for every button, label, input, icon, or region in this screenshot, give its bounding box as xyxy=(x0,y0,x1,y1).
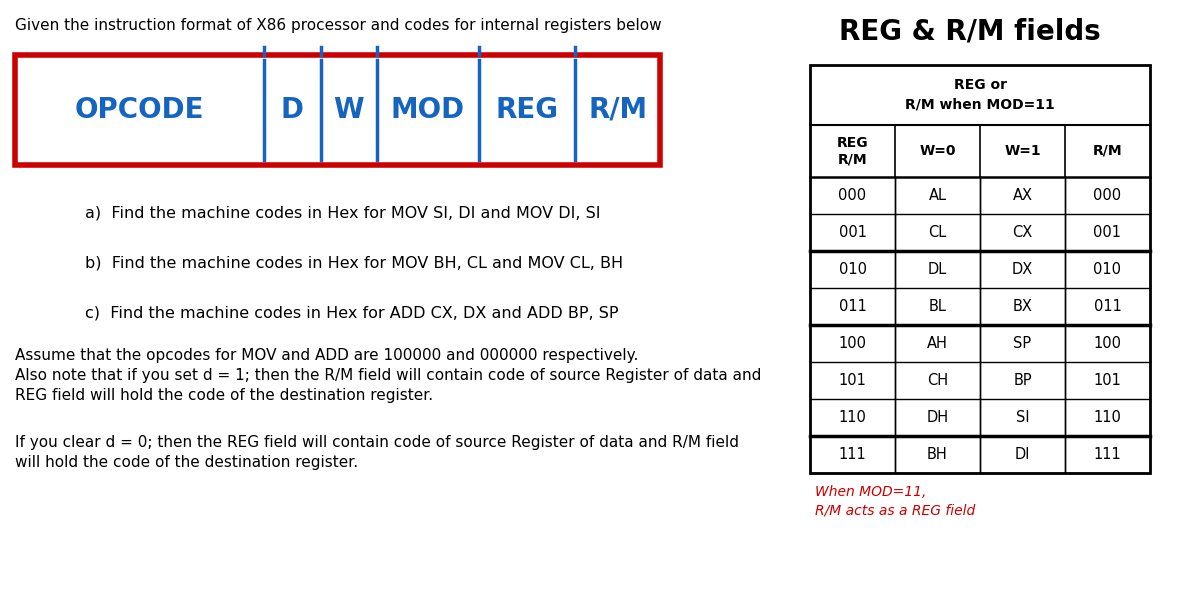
Text: BL: BL xyxy=(929,299,947,314)
Text: If you clear d = 0; then the REG field will contain code of source Register of d: If you clear d = 0; then the REG field w… xyxy=(14,435,739,450)
Text: Also note that if you set d = 1; then the R/M field will contain code of source : Also note that if you set d = 1; then th… xyxy=(14,368,761,383)
Text: 101: 101 xyxy=(1093,373,1122,388)
Text: AX: AX xyxy=(1013,188,1032,203)
Text: SP: SP xyxy=(1014,336,1032,351)
Text: 111: 111 xyxy=(839,447,866,462)
Text: MOD: MOD xyxy=(391,96,466,124)
Text: SI: SI xyxy=(1015,410,1030,425)
Text: REG & R/M fields: REG & R/M fields xyxy=(839,18,1100,46)
Text: W=1: W=1 xyxy=(1004,144,1040,158)
Text: 001: 001 xyxy=(839,225,866,240)
Text: BH: BH xyxy=(928,447,948,462)
Text: 110: 110 xyxy=(1093,410,1122,425)
Text: Given the instruction format of X86 processor and codes for internal registers b: Given the instruction format of X86 proc… xyxy=(14,18,661,33)
Text: REG or
R/M when MOD=11: REG or R/M when MOD=11 xyxy=(905,78,1055,112)
Text: 111: 111 xyxy=(1093,447,1121,462)
Text: W=0: W=0 xyxy=(919,144,955,158)
Text: OPCODE: OPCODE xyxy=(74,96,204,124)
Text: REG
R/M: REG R/M xyxy=(836,136,869,166)
Text: R/M: R/M xyxy=(1093,144,1122,158)
Text: DH: DH xyxy=(926,410,948,425)
Text: DL: DL xyxy=(928,262,947,277)
Text: 011: 011 xyxy=(839,299,866,314)
Text: 100: 100 xyxy=(839,336,866,351)
Text: 100: 100 xyxy=(1093,336,1122,351)
Text: c)  Find the machine codes in Hex for ADD CX, DX and ADD BP, SP: c) Find the machine codes in Hex for ADD… xyxy=(85,305,618,320)
Bar xyxy=(810,65,1150,473)
Text: 010: 010 xyxy=(1093,262,1122,277)
Text: REG field will hold the code of the destination register.: REG field will hold the code of the dest… xyxy=(14,388,433,403)
Text: AH: AH xyxy=(928,336,948,351)
Text: CL: CL xyxy=(929,225,947,240)
Text: R/M: R/M xyxy=(588,96,647,124)
Text: REG: REG xyxy=(496,96,558,124)
Text: 110: 110 xyxy=(839,410,866,425)
Text: D: D xyxy=(281,96,304,124)
Text: 101: 101 xyxy=(839,373,866,388)
Text: DX: DX xyxy=(1012,262,1033,277)
Bar xyxy=(14,55,660,165)
Text: R/M acts as a REG field: R/M acts as a REG field xyxy=(815,503,976,517)
Text: 001: 001 xyxy=(1093,225,1122,240)
Text: 000: 000 xyxy=(839,188,866,203)
Text: DI: DI xyxy=(1015,447,1031,462)
Text: BP: BP xyxy=(1013,373,1032,388)
Text: AL: AL xyxy=(929,188,947,203)
Text: Assume that the opcodes for MOV and ADD are 100000 and 000000 respectively.: Assume that the opcodes for MOV and ADD … xyxy=(14,348,638,363)
Text: 010: 010 xyxy=(839,262,866,277)
Text: 011: 011 xyxy=(1093,299,1122,314)
Text: 000: 000 xyxy=(1093,188,1122,203)
Text: W: W xyxy=(334,96,364,124)
Text: When MOD=11,: When MOD=11, xyxy=(815,485,926,499)
Text: b)  Find the machine codes in Hex for MOV BH, CL and MOV CL, BH: b) Find the machine codes in Hex for MOV… xyxy=(85,255,623,270)
Text: CH: CH xyxy=(926,373,948,388)
Text: CX: CX xyxy=(1013,225,1033,240)
Text: BX: BX xyxy=(1013,299,1032,314)
Text: will hold the code of the destination register.: will hold the code of the destination re… xyxy=(14,455,358,470)
Text: a)  Find the machine codes in Hex for MOV SI, DI and MOV DI, SI: a) Find the machine codes in Hex for MOV… xyxy=(85,205,600,220)
